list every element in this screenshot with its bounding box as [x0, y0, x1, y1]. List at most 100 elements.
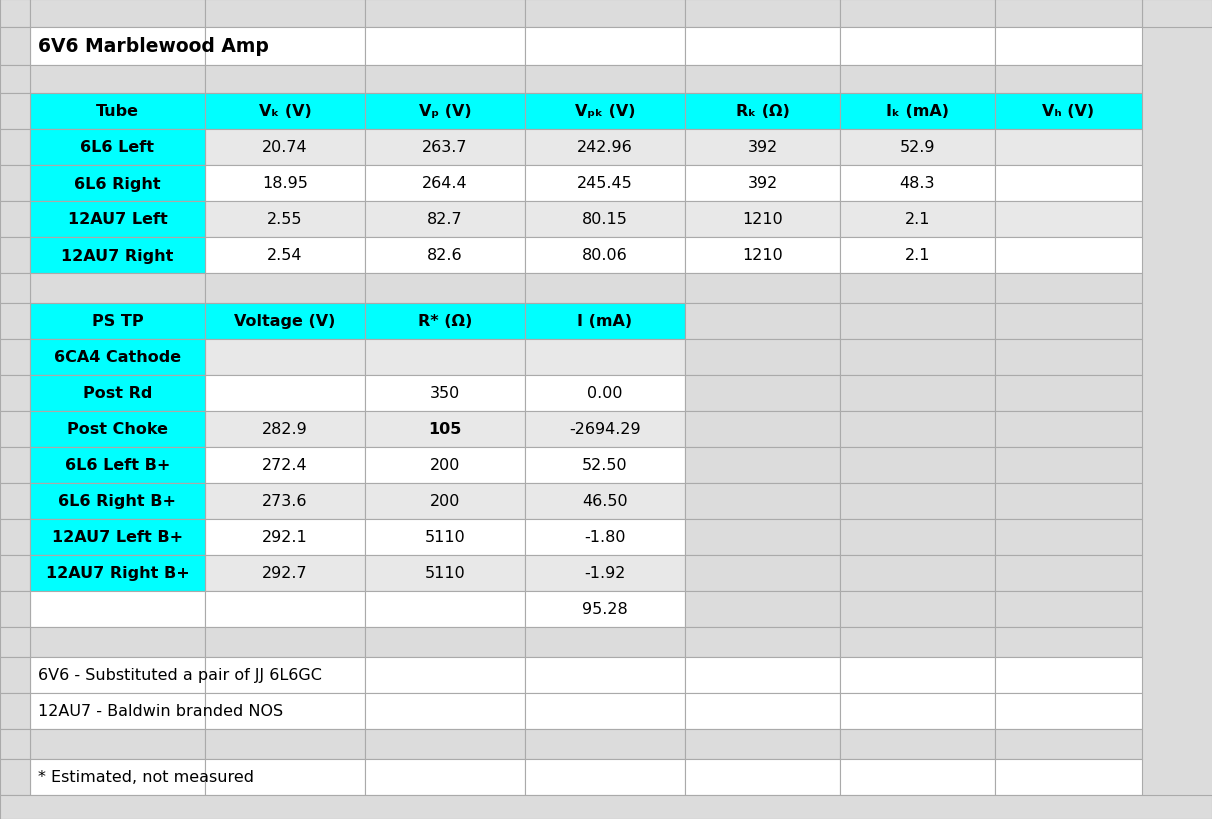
Text: 12AU7 Right: 12AU7 Right [62, 248, 173, 263]
Bar [0, 693, 30, 729]
Bar [0, 627, 30, 657]
Bar [525, 94, 685, 130]
Bar [30, 657, 205, 693]
Bar [0, 759, 30, 795]
Bar [30, 519, 205, 555]
Bar [840, 483, 995, 519]
Bar [995, 28, 1142, 66]
Bar [685, 0, 840, 28]
Bar [525, 304, 685, 340]
Bar [995, 376, 1142, 411]
Bar [685, 130, 840, 165]
Bar [840, 759, 995, 795]
Text: 264.4: 264.4 [422, 176, 468, 192]
Bar [525, 66, 685, 94]
Bar [685, 759, 840, 795]
Bar [30, 66, 205, 94]
Bar [30, 376, 205, 411]
Text: Rₖ (Ω): Rₖ (Ω) [736, 104, 789, 120]
Bar [840, 304, 995, 340]
Bar [685, 591, 840, 627]
Bar [525, 238, 685, 274]
Bar [365, 238, 525, 274]
Bar [0, 238, 30, 274]
Text: 12AU7 - Baldwin branded NOS: 12AU7 - Baldwin branded NOS [38, 704, 284, 718]
Bar [995, 729, 1142, 759]
Text: 82.6: 82.6 [427, 248, 463, 263]
Bar [205, 304, 365, 340]
Bar [840, 657, 995, 693]
Bar [205, 340, 365, 376]
Bar [995, 340, 1142, 376]
Bar [365, 411, 525, 447]
Bar [840, 28, 995, 66]
Bar [995, 591, 1142, 627]
Bar [365, 591, 525, 627]
Bar [685, 693, 840, 729]
Bar [525, 340, 685, 376]
Bar [995, 411, 1142, 447]
Bar [30, 447, 205, 483]
Text: R* (Ω): R* (Ω) [418, 314, 473, 329]
Text: 200: 200 [430, 458, 461, 473]
Bar [30, 0, 205, 28]
Bar [30, 519, 205, 555]
Bar [30, 447, 205, 483]
Bar [30, 274, 205, 304]
Bar [30, 130, 205, 165]
Bar [205, 238, 365, 274]
Bar [30, 238, 205, 274]
Bar [840, 66, 995, 94]
Bar [30, 555, 205, 591]
Bar [525, 0, 685, 28]
Bar [30, 201, 205, 238]
Bar [995, 519, 1142, 555]
Text: 6V6 - Substituted a pair of JJ 6L6GC: 6V6 - Substituted a pair of JJ 6L6GC [38, 667, 322, 683]
Bar [995, 94, 1142, 130]
Bar [365, 165, 525, 201]
Bar [685, 519, 840, 555]
Bar [205, 447, 365, 483]
Bar [205, 0, 365, 28]
Bar [205, 759, 365, 795]
Bar [0, 555, 30, 591]
Bar [525, 591, 685, 627]
Bar [365, 555, 525, 591]
Bar [365, 729, 525, 759]
Bar [525, 519, 685, 555]
Bar [30, 28, 205, 66]
Text: Vₕ (V): Vₕ (V) [1042, 104, 1094, 120]
Bar [525, 657, 685, 693]
Bar [840, 447, 995, 483]
Text: -2694.29: -2694.29 [570, 422, 641, 437]
Bar [205, 0, 365, 28]
Bar [840, 411, 995, 447]
Bar [365, 66, 525, 94]
Bar [365, 759, 525, 795]
Text: 6L6 Right: 6L6 Right [74, 176, 161, 192]
Bar [840, 201, 995, 238]
Bar [840, 165, 995, 201]
Bar [685, 28, 840, 66]
Bar [30, 340, 205, 376]
Bar [0, 591, 30, 627]
Text: 273.6: 273.6 [262, 494, 308, 509]
Text: 18.95: 18.95 [262, 176, 308, 192]
Bar [205, 657, 365, 693]
Bar [30, 759, 205, 795]
Bar [0, 94, 30, 130]
Bar [995, 274, 1142, 304]
Bar [365, 447, 525, 483]
Text: 1210: 1210 [742, 212, 783, 227]
Bar [30, 729, 205, 759]
Bar [840, 376, 995, 411]
Bar [685, 729, 840, 759]
Bar [30, 555, 205, 591]
Bar [0, 795, 1212, 819]
Bar [30, 483, 205, 519]
Text: 6L6 Left B+: 6L6 Left B+ [64, 458, 170, 473]
Bar [205, 411, 365, 447]
Text: Vₚ (V): Vₚ (V) [418, 104, 471, 120]
Bar [365, 274, 525, 304]
Bar [840, 591, 995, 627]
